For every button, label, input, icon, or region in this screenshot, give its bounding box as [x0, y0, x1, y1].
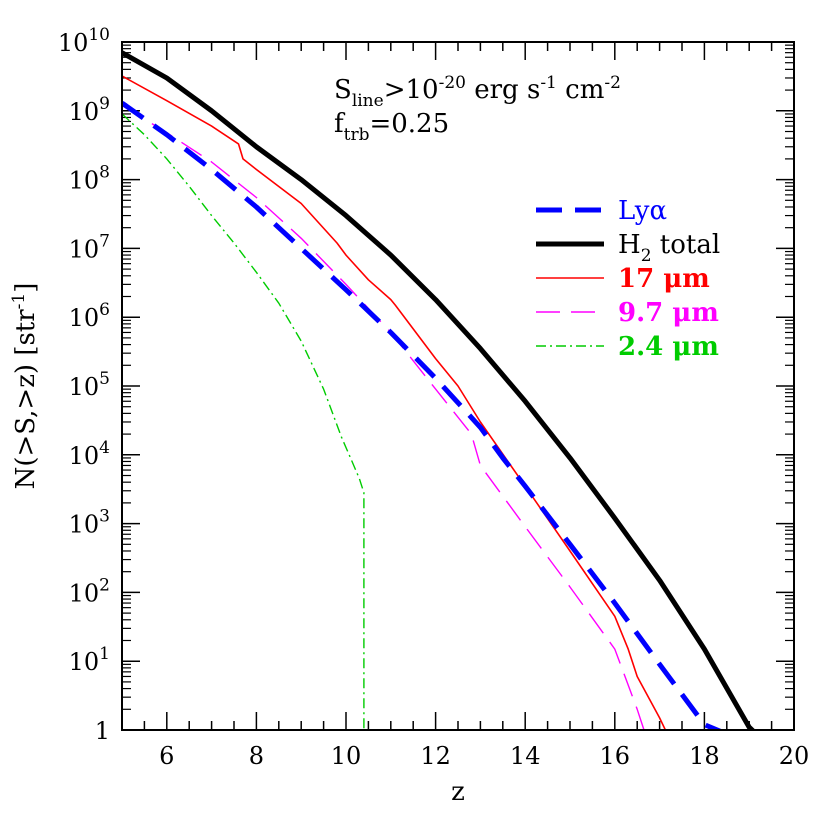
x-tick-label: 10 — [331, 742, 362, 770]
x-tick-label: 8 — [249, 742, 264, 770]
y-axis-label: N(>S,>z) [str-1] — [9, 283, 41, 490]
series-line-3 — [122, 104, 645, 730]
legend-label-1: H2 total — [618, 230, 720, 266]
x-axis-label: z — [451, 777, 465, 807]
legend-label-0: Lyα — [618, 196, 667, 226]
tick-labels: 6 8 10 12 14 16 18 20 1 101 102 103 104 105 106 107 108 1… — [58, 25, 809, 770]
y-tick-label: 108 — [69, 163, 110, 195]
series-group — [122, 50, 756, 730]
annotation-ftrb: ftrb=0.25 — [334, 109, 449, 145]
y-tick-label: 1010 — [58, 25, 110, 57]
y-tick-label: 1 — [95, 717, 110, 745]
series-line-2 — [122, 75, 667, 730]
legend-label-2: 17 μm — [618, 264, 710, 294]
series-line-1 — [122, 50, 756, 730]
y-tick-label: 107 — [69, 231, 110, 263]
y-tick-label: 109 — [69, 94, 110, 126]
y-tick-label: 102 — [69, 575, 110, 607]
x-tick-label: 16 — [600, 742, 631, 770]
legend-label-4: 2.4 μm — [618, 332, 719, 362]
y-tick-label: 106 — [69, 300, 110, 332]
x-tick-label: 20 — [779, 742, 810, 770]
legend-label-3: 9.7 μm — [618, 298, 719, 328]
annotation-flux-limit: Sline>10-20 erg s-1 cm-2 — [334, 73, 621, 111]
x-tick-label: 14 — [510, 742, 541, 770]
y-tick-label: 101 — [69, 644, 110, 676]
series-line-4 — [122, 113, 365, 730]
y-tick-label: 104 — [69, 438, 110, 470]
x-tick-label: 18 — [689, 742, 720, 770]
y-tick-label: 105 — [69, 369, 110, 401]
plot-frame — [121, 41, 795, 731]
x-tick-label: 12 — [420, 742, 451, 770]
series-line-0 — [122, 100, 724, 730]
x-tick-label: 6 — [159, 742, 174, 770]
y-tick-label: 103 — [69, 507, 110, 539]
